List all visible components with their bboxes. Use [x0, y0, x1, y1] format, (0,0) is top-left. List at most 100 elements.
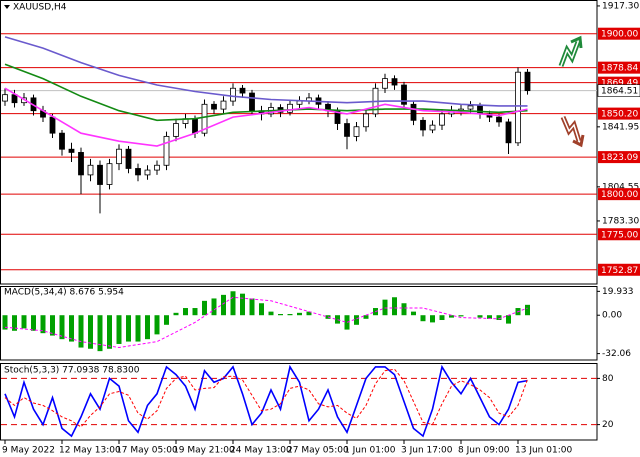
candle-body — [173, 123, 179, 137]
level-label: 1800.00 — [601, 190, 638, 200]
y-tick-label: -32.06 — [602, 349, 631, 359]
series-line — [4, 87, 528, 147]
histogram-bar — [259, 303, 264, 316]
level-label-box — [598, 61, 640, 74]
histogram-bar — [430, 315, 435, 323]
series-line — [4, 368, 528, 428]
histogram-bar — [183, 308, 188, 316]
y-tick-label: 80 — [602, 374, 614, 384]
level-label: 1752.87 — [601, 266, 638, 276]
histogram-bar — [401, 303, 407, 316]
histogram-bar — [192, 308, 198, 316]
candle-body — [239, 87, 246, 94]
histogram-bar — [164, 315, 169, 325]
candle-body — [439, 113, 445, 126]
histogram-bar — [287, 314, 293, 316]
level-label: 1775.00 — [601, 230, 638, 240]
candle-body — [391, 78, 398, 86]
histogram-bar — [59, 315, 65, 340]
level-label: 1869.49 — [601, 79, 638, 89]
candle-body — [477, 105, 483, 115]
histogram-bar — [363, 315, 369, 319]
y-tick-label: 19.933 — [602, 287, 634, 297]
candle-body — [249, 92, 255, 112]
candle-body — [2, 94, 8, 102]
candle-body — [505, 121, 512, 144]
down-arrow — [560, 116, 585, 148]
histogram-bar — [382, 299, 388, 316]
histogram-bar — [21, 315, 27, 329]
candle-body — [11, 94, 18, 104]
stoch-title: Stoch(5,3,3) 77.0938 78.8300 — [4, 366, 140, 376]
candle-body — [496, 116, 502, 123]
histogram-bar — [458, 315, 464, 317]
up-arrow — [558, 35, 583, 67]
candle-body — [353, 126, 360, 137]
x-tick-label: 3 Jun 17:00 — [401, 446, 453, 456]
last-price-box — [597, 84, 640, 97]
histogram-bar — [354, 315, 359, 325]
y-tick-label: 0.00 — [602, 311, 622, 321]
candle-body — [59, 132, 65, 150]
histogram-bar — [12, 315, 17, 331]
series-line — [4, 296, 528, 349]
histogram-bar — [477, 315, 483, 318]
candle-body — [220, 100, 227, 110]
candle-body — [429, 124, 436, 131]
histogram-bar — [420, 315, 426, 322]
candle-body — [116, 148, 122, 165]
macd-panel — [0, 286, 598, 361]
histogram-bar — [249, 298, 255, 316]
macd-title: MACD(5,34,4) 8.676 5.954 — [4, 288, 124, 298]
histogram-bar — [2, 315, 8, 330]
y-tick-label: 1783.30 — [602, 216, 639, 226]
level-label: 1850.20 — [601, 110, 638, 120]
candle-body — [363, 113, 369, 128]
candle-body — [410, 103, 417, 121]
level-label: 1878.84 — [601, 64, 638, 74]
histogram-bar — [126, 315, 131, 342]
candle-body — [211, 103, 217, 110]
level-label: 1823.09 — [601, 153, 638, 163]
histogram-bar — [221, 294, 226, 316]
candle-body — [382, 78, 388, 89]
series-line — [4, 63, 528, 122]
y-tick-label: 1917.30 — [602, 1, 639, 11]
candle-body — [201, 103, 208, 134]
level-label-box — [598, 27, 640, 40]
histogram-bar — [116, 315, 122, 344]
x-tick-label: 12 May 13:00 — [59, 446, 121, 456]
histogram-bar — [31, 315, 36, 331]
y-tick-label: 1804.55 — [602, 182, 639, 192]
stoch-panel — [0, 363, 598, 441]
candle-body — [192, 118, 198, 134]
histogram-bar — [496, 315, 502, 321]
x-tick-label: 17 May 05:00 — [116, 446, 178, 456]
level-label-box — [598, 188, 640, 201]
histogram-bar — [202, 300, 207, 316]
candle-body — [154, 164, 160, 171]
histogram-bar — [211, 298, 217, 316]
histogram-bar — [344, 315, 350, 330]
x-tick-label: 9 May 2022 — [2, 446, 55, 456]
candle-body — [420, 119, 426, 131]
histogram-bar — [525, 304, 530, 316]
x-tick-label: 19 May 21:00 — [173, 446, 235, 456]
candle-body — [344, 123, 350, 137]
histogram-bar — [268, 311, 274, 316]
candle-body — [97, 164, 103, 185]
symbol-menu-icon[interactable] — [4, 5, 10, 9]
series-line — [4, 364, 528, 438]
histogram-bar — [278, 314, 283, 316]
candle-body — [144, 169, 151, 176]
series-line — [4, 36, 528, 107]
last-price-label: 1864.51 — [601, 87, 638, 97]
level-label: 1900.00 — [601, 30, 638, 40]
candle-body — [230, 87, 236, 102]
level-label-box — [598, 263, 640, 276]
histogram-bar — [439, 315, 445, 321]
histogram-bar — [306, 311, 312, 316]
candle-body — [49, 116, 56, 134]
level-label-box — [598, 107, 640, 120]
